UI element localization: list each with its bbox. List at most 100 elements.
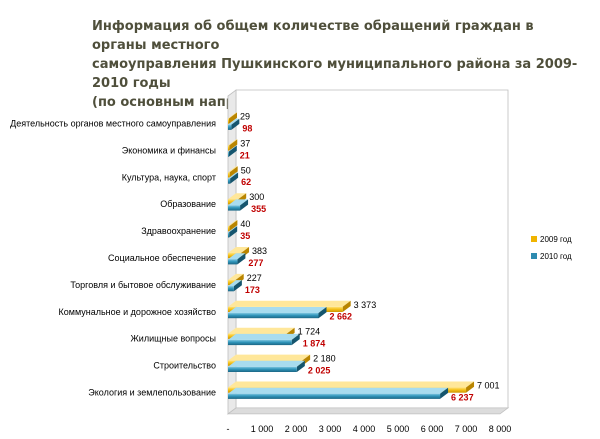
chart-marks: Деятельность органов местного самоуправл…	[10, 112, 511, 434]
bar-2010-front	[228, 151, 229, 157]
bar-2009-front	[228, 172, 230, 178]
category-label: Деятельность органов местного самоуправл…	[10, 118, 216, 128]
bar-2010-front	[228, 259, 238, 265]
data-label-2009: 2 180	[313, 354, 336, 364]
bar-2009-front	[228, 226, 230, 232]
bar-2010-top	[228, 360, 305, 367]
legend-swatch	[531, 253, 537, 259]
bar-2010-side	[233, 280, 242, 292]
bar-2010-side	[296, 360, 305, 372]
legend: 2009 год 2010 год	[531, 235, 572, 261]
bar-2009-side	[229, 139, 238, 151]
data-label-2009: 300	[249, 192, 264, 202]
data-label-2010: 1 874	[303, 339, 326, 349]
plot-floor	[226, 407, 510, 415]
category-label: Жилищные вопросы	[130, 334, 216, 344]
x-tick-label: 2 000	[285, 424, 308, 434]
data-label-2010: 2 662	[330, 312, 353, 322]
bar-2010-side	[240, 199, 249, 211]
category-label: Экономика и финансы	[122, 145, 216, 155]
bar-2009-top	[228, 166, 238, 173]
data-label-2009: 29	[240, 112, 250, 122]
bar-2009-side	[228, 112, 237, 124]
bar-2010	[228, 199, 249, 211]
bar-2010-front	[228, 339, 292, 346]
chart-title-line-2: самоуправления Пушкинского муниципальног…	[92, 57, 578, 91]
bar-2010-side	[228, 145, 237, 157]
x-tick-label: 5 000	[387, 424, 410, 434]
bar-2010-side	[231, 118, 240, 130]
data-label-2010: 62	[241, 177, 251, 187]
bar-2010-top	[228, 307, 327, 313]
bar-2009-top	[228, 247, 250, 253]
data-label-2009: 1 724	[298, 327, 321, 337]
category-label: Строительство	[153, 361, 216, 371]
category-label: Коммунальное и дорожное хозяйство	[59, 307, 216, 317]
x-tick-label: 6 000	[421, 424, 444, 434]
bar-2009-top	[228, 327, 295, 334]
bar-2009-front	[228, 118, 229, 124]
bar-2010	[228, 172, 239, 184]
bar-2010	[228, 253, 246, 265]
bar-2010-side	[318, 307, 327, 319]
bar-2009-top	[228, 273, 244, 280]
category-label: Здравоохранение	[141, 226, 216, 236]
category-label: Экология и землепользование	[88, 387, 216, 397]
bar-2010-front	[228, 232, 230, 238]
x-tick-label: 8 000	[489, 424, 512, 434]
bar-2009-side	[229, 166, 238, 178]
bar-2010-top	[228, 253, 246, 260]
bar-2010	[228, 307, 327, 319]
bar-2009	[228, 166, 238, 178]
bar-2009-top	[228, 139, 238, 146]
x-tick-label: 4 000	[353, 424, 376, 434]
bar-2010-side	[237, 253, 246, 265]
bar-2010-top	[228, 226, 238, 233]
bar-2010-front	[228, 313, 319, 319]
bar-2010	[228, 226, 238, 238]
bar-2010	[228, 118, 240, 130]
bar-2009-side	[229, 220, 238, 232]
bar-2009-side	[466, 381, 475, 393]
bar-2009-side	[342, 300, 351, 312]
bar-2009	[228, 112, 237, 124]
bar-2010-front	[228, 286, 234, 292]
bar-2010-top	[228, 333, 300, 340]
bar-2009	[228, 139, 238, 151]
bar-2010-side	[229, 226, 238, 238]
data-label-2009: 383	[252, 246, 267, 256]
bar-2010-top	[228, 118, 240, 125]
bar-2010-side	[440, 387, 449, 399]
data-label-2009: 37	[240, 138, 250, 148]
bar-2010	[228, 145, 237, 157]
bar-2010-front	[228, 124, 232, 130]
bar-2010	[228, 280, 242, 292]
data-label-2010: 6 237	[451, 392, 474, 402]
bar-2010	[228, 333, 300, 346]
x-tick-label: 7 000	[455, 424, 478, 434]
bar-2010-top	[228, 172, 239, 179]
data-label-2010: 21	[240, 150, 250, 160]
chart-title-line-1: Информация об общем количестве обращений…	[92, 19, 534, 53]
data-label-2009: 7 001	[477, 381, 500, 391]
data-label-2009: 227	[247, 273, 262, 283]
bar-2009-front	[228, 145, 230, 151]
bar-2010	[228, 387, 449, 399]
data-label-2010: 277	[248, 258, 263, 268]
bar-2010-top	[228, 199, 249, 206]
bar-2009-top	[228, 300, 351, 307]
bar-2009	[228, 220, 238, 232]
category-label: Образование	[160, 199, 216, 209]
bar-2010-side	[291, 333, 300, 346]
chart-title: Информация об общем количестве обращений…	[92, 17, 582, 112]
bar-2010-top	[228, 280, 242, 287]
bar-2010	[228, 360, 305, 372]
data-label-2009: 40	[240, 219, 250, 229]
bar-2009-top	[228, 381, 475, 388]
bar-2010-front	[228, 178, 231, 184]
bar-2010-side	[230, 172, 239, 184]
legend-swatch	[531, 236, 537, 242]
bar-2010-front	[228, 393, 441, 399]
legend-label: 2010 год	[540, 252, 572, 261]
